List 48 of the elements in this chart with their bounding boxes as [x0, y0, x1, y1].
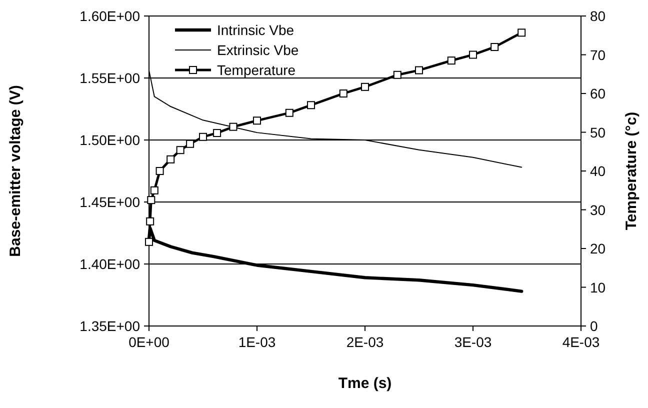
point: [361, 82, 369, 91]
legend-label: Extrinsic Vbe: [217, 42, 299, 58]
y2-tick-label: 40: [590, 163, 606, 179]
y2-tick-label: 60: [590, 86, 606, 102]
point: [145, 238, 153, 246]
x-tick-label: 2E-03: [346, 334, 384, 350]
y-tick-label: 1.55E+00: [80, 70, 140, 86]
y-tick-label: 1.60E+00: [80, 8, 140, 24]
point: [285, 108, 294, 117]
point: [415, 66, 423, 74]
y2-tick-label: 30: [590, 202, 606, 218]
point: [229, 122, 238, 131]
x-axis-title: Tme (s): [338, 375, 392, 392]
point: [150, 186, 158, 194]
y2-tick-label: 0: [590, 318, 598, 334]
point: [393, 70, 402, 79]
legend-label: Temperature: [217, 62, 296, 78]
y2-tick-label: 80: [590, 8, 606, 24]
y2-tick-label: 20: [590, 240, 606, 256]
point: [156, 167, 164, 175]
y-tick-label: 1.45E+00: [80, 194, 140, 210]
x-tick-label: 4E-03: [562, 334, 600, 350]
point: [166, 155, 175, 164]
x-tick-label: 0E+00: [128, 334, 170, 350]
point: [176, 146, 184, 154]
point: [253, 116, 261, 125]
y2-axis-title: Temperature (°c): [623, 112, 640, 230]
point: [199, 132, 207, 141]
point: [469, 50, 477, 59]
y-tick-label: 1.40E+00: [80, 256, 140, 272]
point: [186, 140, 194, 148]
point: [447, 56, 456, 65]
point: [490, 43, 499, 51]
legend-label: Intrinsic Vbe: [217, 22, 294, 38]
y2-tick-label: 70: [590, 46, 606, 63]
y-tick-label: 1.50E+00: [80, 132, 140, 148]
x-tick-label: 3E-03: [454, 334, 492, 350]
y-tick-label: 1.35E+00: [80, 318, 140, 334]
point: [146, 217, 154, 226]
point: [518, 28, 526, 37]
point: [213, 129, 222, 138]
y2-tick-label: 10: [590, 279, 606, 296]
y-axis-title: Base-emitter voltage (V): [7, 85, 24, 257]
point: [307, 101, 315, 110]
point: [339, 90, 348, 98]
point: [147, 196, 156, 204]
x-tick-label: 1E-03: [238, 334, 276, 350]
y2-tick-label: 50: [590, 124, 606, 140]
